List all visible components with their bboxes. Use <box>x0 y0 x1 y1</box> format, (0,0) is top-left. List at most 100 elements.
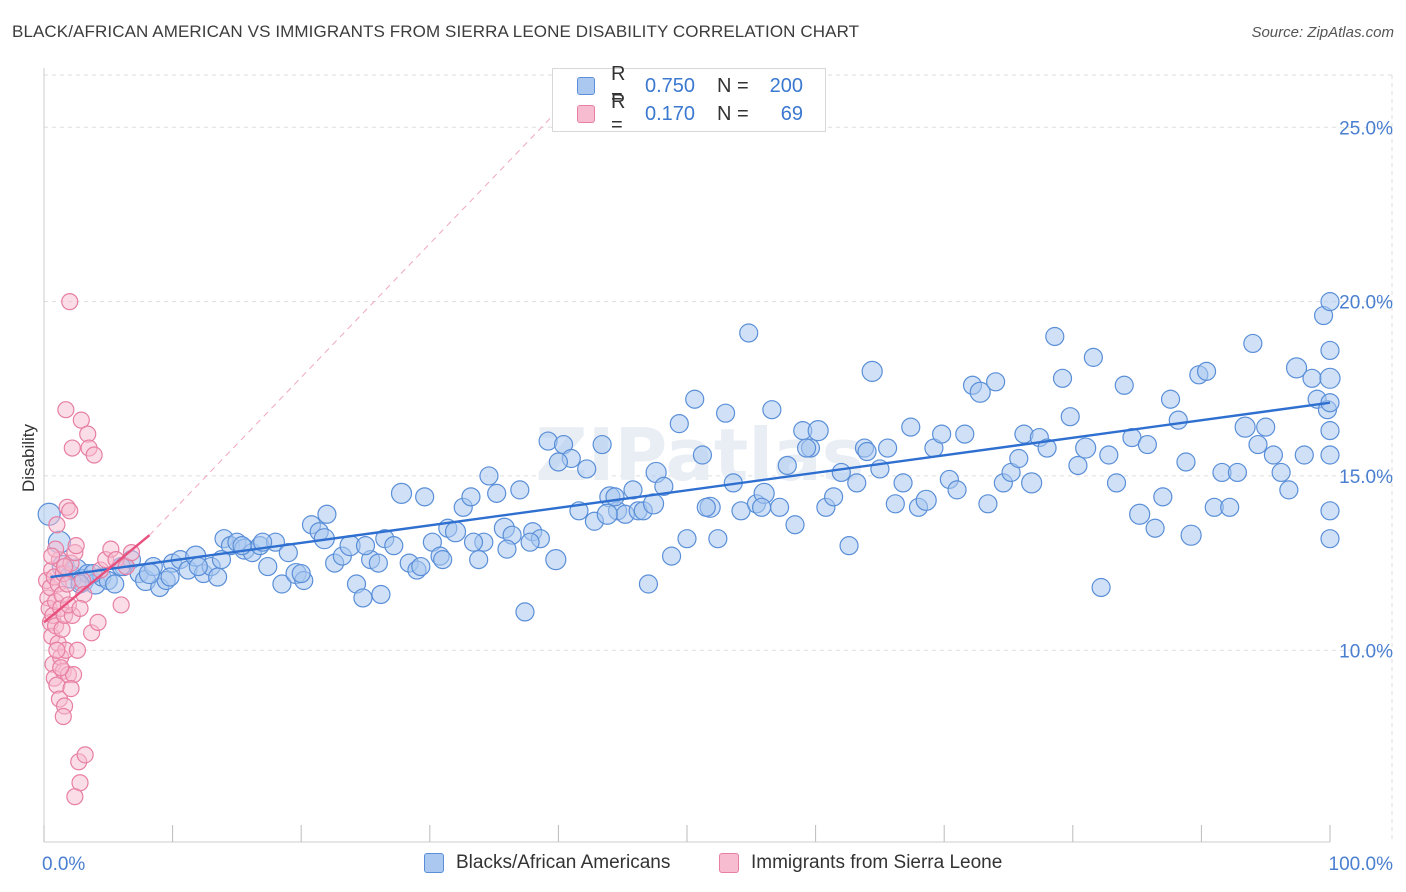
blue-point <box>893 473 913 493</box>
blue-point <box>1196 361 1217 381</box>
y-tick-label: 10.0% <box>1339 641 1393 662</box>
blue-point <box>548 452 569 472</box>
blue-point <box>1263 445 1284 465</box>
blue-point <box>1114 375 1134 395</box>
pink-point <box>112 596 130 614</box>
blue-point <box>291 563 311 584</box>
blue-point <box>1106 473 1127 493</box>
blue-point <box>1009 448 1029 469</box>
blue-point <box>769 497 790 517</box>
legend-label-sierra-leone: Immigrants from Sierra Leone <box>751 852 1003 873</box>
blue-point <box>878 438 898 458</box>
pink-point <box>66 788 84 806</box>
pink-point <box>68 641 87 659</box>
blue-point <box>857 441 877 462</box>
y-tick-label: 15.0% <box>1339 467 1393 488</box>
blue-point <box>824 487 844 507</box>
blue-point <box>715 403 736 423</box>
blue-point <box>1145 518 1165 538</box>
blue-point <box>785 515 805 535</box>
pink-point <box>122 544 141 562</box>
blue-point <box>1075 437 1097 459</box>
blue-point <box>371 584 391 605</box>
blue-point <box>384 536 404 556</box>
blue-point <box>762 400 782 420</box>
blue-point <box>1083 347 1103 367</box>
series-pink-points <box>37 293 141 806</box>
blue-point <box>696 497 716 517</box>
blue-point <box>415 487 435 507</box>
pink-point <box>71 599 89 618</box>
blue-point <box>1137 434 1157 455</box>
y-axis-label: Disability <box>19 423 38 492</box>
blue-point <box>847 473 867 493</box>
pink-point <box>48 516 66 534</box>
legend-n-value: 69 <box>780 102 803 125</box>
blue-point <box>969 381 991 403</box>
blue-point <box>1243 333 1263 354</box>
y-tick-label: 25.0% <box>1339 118 1393 139</box>
legend-n-label: N = <box>717 74 749 97</box>
blue-point <box>885 494 905 514</box>
pink-point <box>43 547 61 565</box>
blue-point <box>1320 421 1340 441</box>
legend-r-label: R = <box>611 63 626 108</box>
blue-point <box>831 462 851 483</box>
legend-row-pink: R = 0.170 N = 69 <box>577 91 803 136</box>
blue-point <box>669 414 689 434</box>
pink-point <box>61 502 79 520</box>
pink-point <box>58 575 76 593</box>
blue-point <box>1037 438 1057 458</box>
blue-point <box>497 539 517 559</box>
blue-point <box>955 424 975 444</box>
pink-point <box>57 401 75 419</box>
blue-point <box>605 487 625 507</box>
blue-point <box>1279 480 1299 500</box>
blue-point <box>317 504 337 524</box>
blue-point <box>1176 452 1196 472</box>
blue-point <box>932 424 952 444</box>
legend-swatch-blue <box>424 853 444 873</box>
blue-point <box>947 480 967 500</box>
blue-point <box>487 483 507 503</box>
blue-point <box>469 550 489 570</box>
blue-point <box>901 417 921 437</box>
blue-point <box>986 372 1006 392</box>
blue-point <box>677 529 697 549</box>
blue-point <box>654 476 674 496</box>
blue-point <box>444 521 467 543</box>
trend-line-blue <box>50 401 1331 579</box>
tick-labels: 10.0% 15.0% 20.0% 25.0% 0.0% 100.0% <box>42 118 1393 875</box>
blue-point <box>272 574 292 594</box>
blue-point <box>1021 472 1043 494</box>
blue-point <box>411 556 431 577</box>
blue-point <box>1320 340 1340 361</box>
blue-point <box>592 434 612 455</box>
blue-point <box>1129 503 1151 525</box>
blue-point <box>861 360 883 382</box>
blue-point <box>479 466 499 486</box>
trend-line-pink <box>43 534 151 624</box>
blue-point <box>807 420 829 442</box>
blue-point <box>839 536 859 556</box>
pink-point <box>76 746 94 764</box>
blue-point <box>520 532 540 552</box>
x-tick-label: 100.0% <box>1329 854 1394 875</box>
blue-point <box>545 549 567 571</box>
blue-point <box>1052 368 1073 388</box>
blue-point <box>692 445 713 465</box>
blue-point <box>1180 524 1202 546</box>
pink-point <box>55 557 74 576</box>
pink-point <box>61 293 79 311</box>
blue-point <box>1168 410 1188 430</box>
blue-point <box>258 556 278 577</box>
blue-point <box>661 546 682 566</box>
blue-point <box>1320 292 1340 312</box>
blue-point <box>160 567 180 587</box>
pink-point <box>48 641 66 659</box>
blue-point <box>1068 455 1088 476</box>
blue-point <box>1153 487 1173 507</box>
blue-point <box>739 323 759 343</box>
blue-point <box>1234 416 1256 438</box>
